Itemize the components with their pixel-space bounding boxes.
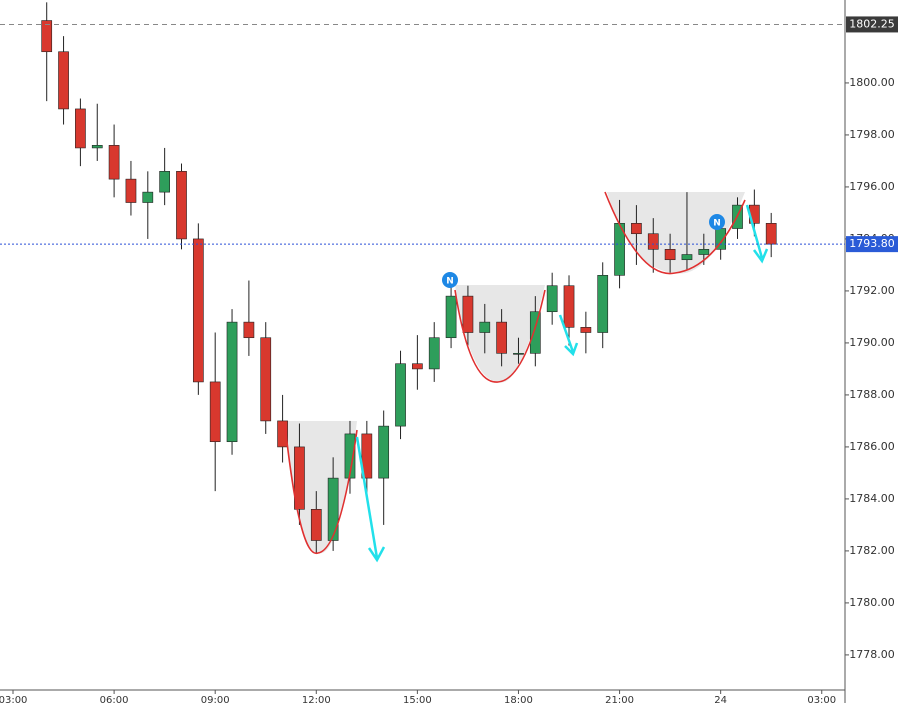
- y-tick-label: 1792.00: [849, 284, 895, 297]
- arrow: [355, 436, 386, 563]
- candle-body: [125, 178, 137, 203]
- candle-body: [361, 433, 373, 479]
- price-label-box: [846, 236, 898, 253]
- x-tick-label: 03:00: [807, 695, 836, 703]
- candle-body: [580, 327, 592, 333]
- candle-body: [176, 171, 187, 240]
- y-tick-label: 1786.00: [849, 440, 895, 453]
- candle-body: [664, 249, 676, 261]
- x-tick-label: 12:00: [302, 695, 331, 703]
- candle-body: [310, 509, 322, 541]
- y-tick-label: 1778.00: [849, 648, 895, 661]
- candle-body: [142, 191, 154, 203]
- candle-body: [75, 108, 86, 149]
- y-tick-label: 1790.00: [849, 336, 895, 349]
- candle-body: [378, 425, 390, 479]
- arrow: [558, 314, 579, 357]
- candle-body: [513, 353, 524, 355]
- markers: N N: [442, 214, 725, 288]
- cup-curve: [284, 424, 358, 555]
- candle-body: [209, 381, 221, 443]
- candle-body: [496, 321, 507, 354]
- y-tick-label: 1800.00: [849, 76, 895, 89]
- pattern-curves: [284, 191, 746, 555]
- y-tick-label: 1796.00: [849, 180, 895, 193]
- candle-body: [91, 145, 103, 149]
- marker-label: N: [446, 277, 454, 287]
- candle-body: [58, 51, 69, 110]
- candle-body: [41, 20, 53, 53]
- cup-curve: [604, 191, 746, 275]
- candle-body: [631, 223, 642, 235]
- candle-body: [647, 233, 659, 250]
- candle-body: [327, 477, 339, 541]
- arrows: [355, 204, 769, 563]
- candle-body: [597, 275, 609, 333]
- candle-body: [344, 433, 356, 479]
- cup-curve: [454, 289, 546, 383]
- y-tick-label: 1782.00: [849, 544, 895, 557]
- candle-body: [445, 295, 457, 339]
- y-tick-label: 1780.00: [849, 596, 895, 609]
- price-label: 1793.80: [849, 237, 895, 250]
- marker: [442, 272, 458, 288]
- x-tick-label: 15:00: [403, 695, 432, 703]
- candle-body: [412, 363, 423, 370]
- arrow: [745, 204, 769, 264]
- candle-body: [192, 238, 204, 383]
- candle-body: [294, 446, 305, 510]
- candle-body: [260, 337, 272, 422]
- candle-body: [546, 285, 558, 313]
- y-tick-label: 1784.00: [849, 492, 895, 505]
- candle-body: [159, 171, 171, 193]
- cup-shade: [607, 192, 745, 274]
- marker-label: N: [713, 219, 721, 229]
- candle-body: [243, 321, 255, 339]
- candle-body: [428, 337, 440, 370]
- x-tick-label: 06:00: [100, 695, 129, 703]
- x-tick-label: 18:00: [504, 695, 533, 703]
- y-tick-label: 1788.00: [849, 388, 895, 401]
- x-tick-label: 09:00: [201, 695, 230, 703]
- candle-body: [479, 321, 491, 333]
- candle-body: [681, 254, 693, 261]
- candle-body: [226, 321, 238, 443]
- x-tick-label: 24: [714, 695, 727, 703]
- candle-body: [529, 311, 541, 354]
- price-label: 1802.25: [849, 17, 895, 30]
- x-tick-label: 03:00: [0, 695, 27, 703]
- candle-body: [277, 420, 288, 448]
- candle-body: [698, 249, 710, 255]
- marker: [709, 214, 725, 230]
- x-tick-label: 21:00: [605, 695, 634, 703]
- y-tick-label: 1798.00: [849, 128, 895, 141]
- candle-body: [563, 285, 575, 328]
- pattern-drawings: [285, 192, 745, 554]
- candle-body: [765, 223, 777, 245]
- candle-body: [462, 295, 474, 333]
- candles: [41, 2, 777, 554]
- price-label-box: [846, 16, 898, 33]
- candle-body: [108, 145, 120, 180]
- candle-body: [395, 363, 406, 427]
